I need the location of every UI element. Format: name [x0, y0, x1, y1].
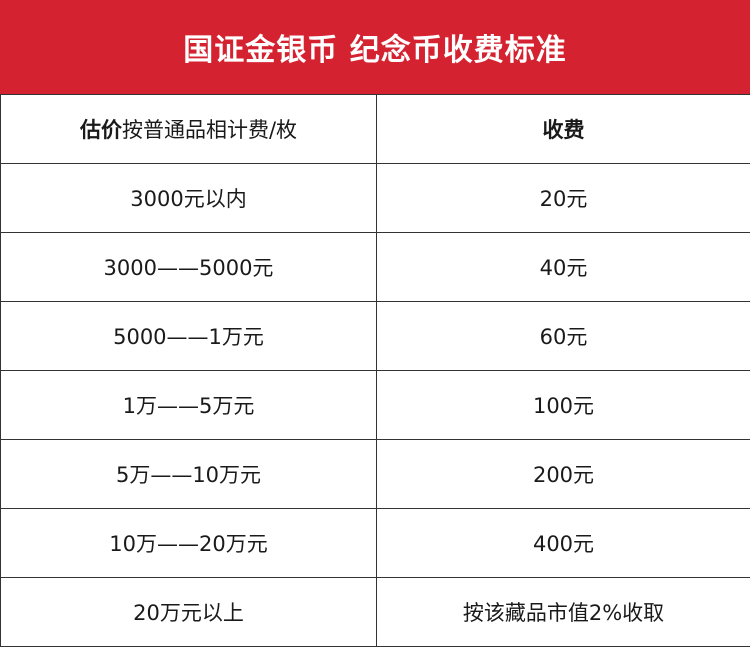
fee-table: 估价按普通品相计费/枚 收费 3000元以内 20元 3000——5000元 4… [0, 94, 750, 647]
fee-cell: 40元 [376, 232, 750, 302]
table-row: 1万——5万元 100元 [0, 370, 750, 440]
range-cell: 3000元以内 [0, 163, 377, 233]
header-fee-label: 收费 [542, 118, 585, 142]
table-row: 3000元以内 20元 [0, 163, 750, 233]
range-cell: 10万——20万元 [0, 508, 377, 578]
table-header-row: 估价按普通品相计费/枚 收费 [0, 94, 750, 164]
table-row: 10万——20万元 400元 [0, 508, 750, 578]
range-cell: 20万元以上 [0, 577, 377, 647]
header-valuation: 估价按普通品相计费/枚 [0, 94, 377, 164]
table-row: 5万——10万元 200元 [0, 439, 750, 509]
fee-cell: 100元 [376, 370, 750, 440]
title-banner: 国证金银币 纪念币收费标准 [0, 0, 750, 94]
table-row: 20万元以上 按该藏品市值2%收取 [0, 577, 750, 647]
fee-cell: 400元 [376, 508, 750, 578]
fee-cell: 60元 [376, 301, 750, 371]
range-cell: 1万——5万元 [0, 370, 377, 440]
page-title: 国证金银币 纪念币收费标准 [183, 33, 567, 68]
table-row: 3000——5000元 40元 [0, 232, 750, 302]
fee-cell: 按该藏品市值2%收取 [376, 577, 750, 647]
header-valuation-bold: 估价 [79, 118, 122, 142]
range-cell: 3000——5000元 [0, 232, 377, 302]
fee-cell: 200元 [376, 439, 750, 509]
header-fee: 收费 [376, 94, 750, 164]
table-row: 5000——1万元 60元 [0, 301, 750, 371]
range-cell: 5000——1万元 [0, 301, 377, 371]
fee-cell: 20元 [376, 163, 750, 233]
header-valuation-rest: 按普通品相计费/枚 [121, 118, 298, 142]
range-cell: 5万——10万元 [0, 439, 377, 509]
